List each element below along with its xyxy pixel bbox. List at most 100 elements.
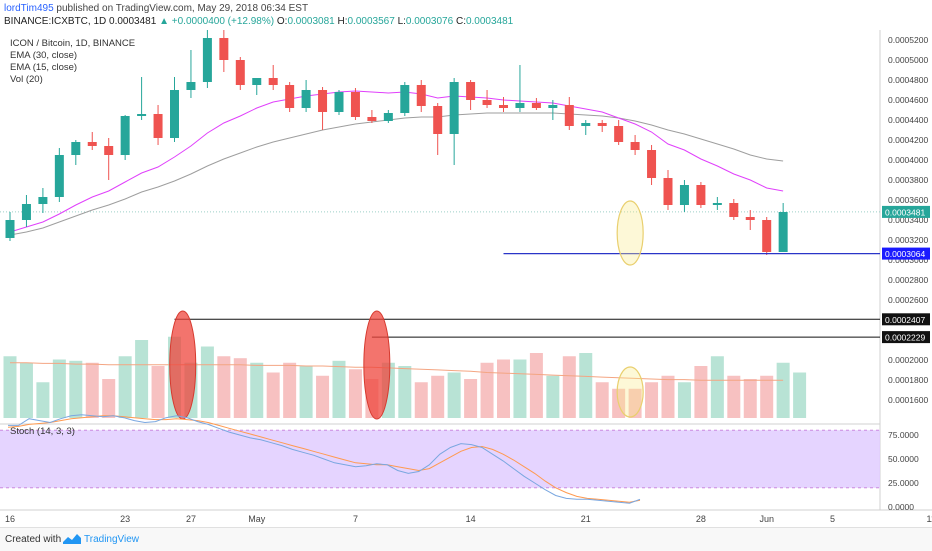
candle-body xyxy=(21,204,31,220)
candle-body xyxy=(252,78,262,85)
price-tick-label: 0.0003200 xyxy=(888,235,928,245)
volume-bar xyxy=(398,366,412,418)
candle-body xyxy=(120,116,130,155)
volume-bar xyxy=(69,360,83,418)
close-value: 0.0003481 xyxy=(465,16,514,27)
price-tick-label: 0.0003800 xyxy=(888,175,928,185)
volume-highlight-ellipse-2 xyxy=(363,310,391,420)
price-tick-label: 0.0001600 xyxy=(888,395,928,405)
tradingview-logo-icon xyxy=(63,534,81,544)
price-tick-label: 0.0003600 xyxy=(888,195,928,205)
volume-bar xyxy=(118,356,132,418)
volume-bar xyxy=(151,366,165,418)
price-change: +0.0000400 (+12.98%) xyxy=(171,16,275,27)
candle-body xyxy=(219,38,229,60)
legend-title[interactable]: ICON / Bitcoin, 1D, BINANCE xyxy=(10,38,136,49)
volume-bar xyxy=(316,375,330,418)
open-label: O: xyxy=(276,16,288,27)
level-price-badge-bg xyxy=(882,331,930,344)
candle-body xyxy=(71,142,81,155)
change-up-icon: ▲ xyxy=(159,16,169,27)
created-with-label: Created with xyxy=(5,534,62,545)
price-tick-label: 0.0003000 xyxy=(888,255,928,265)
candle-body xyxy=(515,103,525,108)
candle-body xyxy=(104,146,114,155)
price-tick-label: 0.0002800 xyxy=(888,275,928,285)
legend-ema15[interactable]: EMA (15, close) xyxy=(10,62,78,73)
stoch-band xyxy=(0,430,880,488)
price-tick-label: 0.0004600 xyxy=(888,95,928,105)
volume-bar xyxy=(85,362,99,418)
candle-body xyxy=(202,38,212,82)
volume-highlight-ellipse-3 xyxy=(616,366,644,418)
candle-body xyxy=(778,212,788,252)
time-tick-label: 14 xyxy=(466,514,476,524)
candle-body xyxy=(729,203,739,217)
time-tick-label: May xyxy=(248,514,266,524)
candle-body xyxy=(383,113,393,121)
volume-bar xyxy=(579,353,593,418)
volume-bar xyxy=(710,356,724,418)
support-price-badge-bg xyxy=(882,247,930,260)
indicator-legend: ICON / Bitcoin, 1D, BINANCE EMA (30, clo… xyxy=(10,38,135,86)
candle-body xyxy=(630,142,640,150)
candle-body xyxy=(318,90,328,112)
volume-bar xyxy=(513,359,527,418)
volume-bar xyxy=(299,366,313,418)
candle-body xyxy=(762,220,772,252)
volume-bar xyxy=(645,382,659,418)
candle-body xyxy=(285,85,295,108)
legend-vol[interactable]: Vol (20) xyxy=(10,74,43,85)
candle-body xyxy=(597,123,607,126)
candle-body xyxy=(548,105,558,108)
author-link[interactable]: lordTim495 xyxy=(4,3,54,14)
price-chart[interactable]: Stoch (14, 3, 3)0.00054000.00052000.0005… xyxy=(0,30,932,527)
volume-bar xyxy=(233,358,247,418)
stoch-tick-label: 50.0000 xyxy=(888,454,919,464)
footer: Created with TradingView xyxy=(0,527,932,551)
candle-body xyxy=(5,220,15,238)
candle-body xyxy=(301,90,311,108)
time-tick-label: 27 xyxy=(186,514,196,524)
close-label: C: xyxy=(455,16,466,27)
level-price-badge: 0.0002407 xyxy=(885,315,925,325)
legend-ema30[interactable]: EMA (30, close) xyxy=(10,50,78,61)
price-tick-label: 0.0003400 xyxy=(888,215,928,225)
candle-body xyxy=(38,197,48,204)
publish-info: published on TradingView.com, May 29, 20… xyxy=(53,3,309,14)
candle-body xyxy=(268,78,278,85)
stoch-k-line xyxy=(8,414,641,504)
volume-bar xyxy=(332,360,346,418)
candle-body xyxy=(433,106,443,134)
tradingview-brand[interactable]: TradingView xyxy=(84,534,140,545)
volume-bar xyxy=(217,356,231,418)
last-price-badge-bg xyxy=(882,205,930,218)
time-tick-label: 7 xyxy=(353,514,358,524)
symbol-label: BINANCE:ICXBTC, 1D xyxy=(4,16,107,27)
candle-body xyxy=(186,82,196,90)
volume-ma-line xyxy=(10,362,784,381)
volume-bar xyxy=(52,359,66,418)
last-price-badge: 0.0003481 xyxy=(885,207,925,217)
candle-body xyxy=(416,85,426,106)
time-tick-label: 16 xyxy=(5,514,15,524)
time-tick-label: 23 xyxy=(120,514,130,524)
candle-highlight-ellipse xyxy=(616,200,644,266)
volume-bar xyxy=(19,362,33,418)
last-price: 0.0003481 xyxy=(109,16,157,27)
price-tick-label: 0.0004200 xyxy=(888,135,928,145)
volume-bar xyxy=(694,366,708,418)
candle-body xyxy=(499,105,508,108)
volume-bar xyxy=(36,382,50,418)
candle-body xyxy=(531,103,541,108)
ema15-line xyxy=(9,90,784,233)
volume-bar xyxy=(760,375,774,418)
support-price-badge: 0.0003064 xyxy=(885,249,925,259)
stoch-tick-label: 0.0000 xyxy=(888,502,914,512)
ohlc-line: BINANCE:ICXBTC, 1D 0.0003481 ▲ +0.000040… xyxy=(4,16,513,27)
high-value: 0.0003567 xyxy=(347,16,395,27)
time-tick-label: Jun xyxy=(759,514,774,524)
candle-body xyxy=(235,60,245,85)
volume-bar xyxy=(677,382,691,418)
price-tick-label: 0.0005000 xyxy=(888,55,928,65)
